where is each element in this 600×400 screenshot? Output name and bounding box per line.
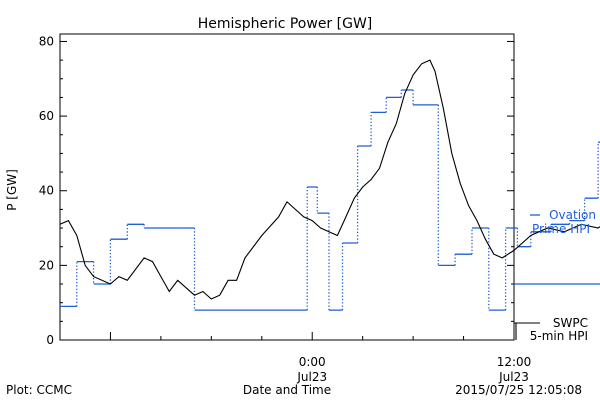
- legend-ovation-label-1: Ovation: [549, 208, 596, 222]
- y-tick-label: 40: [39, 184, 54, 198]
- plot-credit: Plot: CCMC: [6, 383, 72, 397]
- y-tick-label: 80: [39, 34, 54, 48]
- series-layer: [59, 59, 600, 311]
- ovation-series-risers: [76, 90, 599, 311]
- x-axis-label: Date and Time: [243, 383, 331, 397]
- y-tick-label: 0: [46, 333, 54, 347]
- y-tick-label: 20: [39, 258, 54, 272]
- y-tick-label: 60: [39, 109, 54, 123]
- x-tick-date: Jul23: [498, 370, 529, 384]
- x-tick-time: 12:00: [497, 355, 532, 369]
- legend-swpc-label-1: SWPC: [553, 316, 588, 330]
- y-axis: 0 20 40 60 80: [39, 34, 514, 347]
- swpc-series-line: [59, 59, 600, 300]
- x-axis: 0:00Jul2312:00Jul230:00Jul2412:00Jul240:…: [59, 332, 532, 384]
- ovation-series-steps: [60, 89, 600, 311]
- x-tick-time: 0:00: [299, 355, 326, 369]
- legend-ovation-label-2: Prime HPI: [532, 222, 590, 236]
- legend-swpc-label-2: 5-min HPI: [530, 329, 588, 343]
- plot-timestamp: 2015/07/25 12:05:08: [455, 383, 582, 397]
- y-axis-label: P [GW]: [5, 169, 19, 211]
- x-tick-date: Jul23: [296, 370, 327, 384]
- chart-title: Hemispheric Power [GW]: [198, 16, 373, 32]
- plot-frame: [59, 33, 515, 341]
